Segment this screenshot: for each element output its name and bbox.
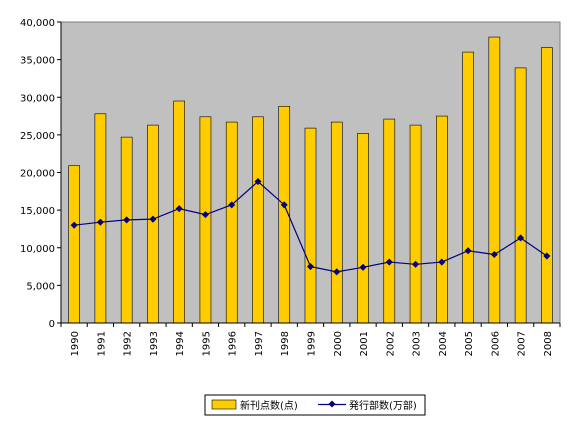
line-point-2001 xyxy=(359,263,367,271)
bar-2003 xyxy=(409,124,422,324)
bar-1991 xyxy=(94,113,107,324)
legend-bar-label: 新刊点数(点) xyxy=(240,399,298,412)
line-point-1994 xyxy=(175,205,183,213)
bar-1990 xyxy=(68,165,80,324)
x-tick-label: 2007 xyxy=(517,331,528,356)
bar-2002 xyxy=(383,118,396,324)
x-axis-tick-labels: 1990 1991 1992 1993 1994 1995 1996 1997 1998 1999… xyxy=(70,331,554,356)
x-tick-label: 1991 xyxy=(96,331,107,356)
line-point-1993 xyxy=(149,215,157,223)
line-point-1995 xyxy=(201,211,209,219)
legend-box xyxy=(204,394,426,416)
y-tick-label: 30,000 xyxy=(20,93,55,104)
x-tick-label: 1993 xyxy=(149,331,160,356)
bar-2007 xyxy=(514,67,527,324)
bar-2001 xyxy=(357,133,369,324)
line-point-2000 xyxy=(333,268,341,276)
x-tick-label: 1995 xyxy=(201,331,212,356)
bar-1995 xyxy=(199,116,212,324)
x-tick-label: 2005 xyxy=(464,331,475,356)
x-tick-label: 1997 xyxy=(254,331,265,356)
line-layer xyxy=(70,177,551,276)
line-point-1998 xyxy=(280,201,288,209)
line-point-2004 xyxy=(438,258,446,266)
line-point-1992 xyxy=(123,216,131,224)
bar-1996 xyxy=(225,121,238,324)
y-tick-label: 35,000 xyxy=(20,56,55,67)
y-tick-label: 40,000 xyxy=(20,18,55,29)
x-tick-label: 1994 xyxy=(175,331,186,356)
bar-2005 xyxy=(462,51,474,324)
x-tick-label: 1992 xyxy=(123,331,134,356)
x-tick-label: 1999 xyxy=(307,331,318,356)
x-tick-label: 2004 xyxy=(438,331,449,356)
x-tick-label: 1998 xyxy=(280,331,291,356)
line-point-1991 xyxy=(96,218,104,226)
x-tick-label: 2006 xyxy=(490,331,501,356)
line-point-1997 xyxy=(254,177,262,186)
line-point-1996 xyxy=(228,201,236,209)
x-tick-label: 2002 xyxy=(385,331,396,356)
y-tick-label: 15,000 xyxy=(20,206,55,217)
line-point-1990 xyxy=(70,221,78,229)
bar-1999 xyxy=(304,127,317,324)
bar-2008 xyxy=(541,47,553,324)
bar-2000 xyxy=(330,121,343,324)
bar-2004 xyxy=(435,115,448,324)
bar-1993 xyxy=(147,124,159,324)
x-tick-label: 2001 xyxy=(359,331,370,356)
bar-1997 xyxy=(252,116,264,324)
y-tick-label: 5,000 xyxy=(26,281,55,292)
axes-layer xyxy=(57,21,561,327)
y-tick-label: 20,000 xyxy=(20,169,55,180)
y-axis-tick-labels: 0 5,000 10,000 15,000 20,000 25,000 30,000 35,0… xyxy=(20,18,55,330)
bar-1992 xyxy=(120,136,133,324)
y-tick-label: 25,000 xyxy=(20,131,55,142)
y-tick-label: 0 xyxy=(49,319,55,330)
bar-2006 xyxy=(488,36,501,324)
line-point-2006 xyxy=(490,250,498,259)
legend-line-marker xyxy=(328,400,336,408)
legend-bar-swatch xyxy=(211,399,237,410)
x-tick-label: 1990 xyxy=(70,331,81,356)
line-point-2005 xyxy=(464,247,472,255)
x-tick-label: 1996 xyxy=(228,331,239,356)
line-point-2003 xyxy=(412,260,420,268)
y-tick-label: 10,000 xyxy=(20,244,55,255)
x-tick-label: 2000 xyxy=(333,331,344,356)
legend-line-label: 発行部数(万部) xyxy=(349,399,417,412)
x-tick-label: 2008 xyxy=(543,331,554,356)
line-point-2002 xyxy=(385,258,393,266)
legend: 新刊点数(点) 発行部数(万部) xyxy=(204,394,426,416)
x-tick-label: 2003 xyxy=(412,331,423,356)
line-point-1999 xyxy=(306,263,315,271)
line-point-2008 xyxy=(543,252,551,260)
line-point-2007 xyxy=(517,234,525,242)
